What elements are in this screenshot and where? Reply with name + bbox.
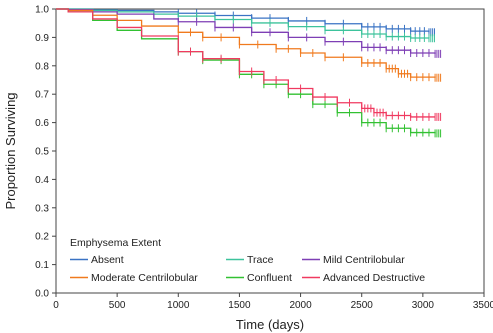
x-tick-label: 1000: [167, 300, 190, 311]
x-axis-title: Time (days): [236, 317, 304, 332]
legend-label: Moderate Centrilobular: [91, 272, 198, 284]
plot-border: [55, 8, 485, 294]
legend-item: Mild Centrilobular: [302, 254, 405, 266]
series-moderate-centrilobular: [56, 8, 442, 82]
series-trace: [56, 8, 435, 43]
x-axis: 0 500 1000 1500 2000 2500 3000 3500: [53, 293, 493, 311]
series-line: [56, 8, 430, 39]
y-tick-label: 1.0: [35, 5, 49, 16]
legend-label: Absent: [91, 254, 124, 266]
series-line: [56, 8, 436, 78]
y-tick-label: 0.0: [35, 289, 49, 300]
x-tick-label: 0: [53, 300, 59, 311]
y-tick-label: 0.2: [35, 232, 49, 243]
series-layer: [56, 8, 442, 138]
x-tick-label: 2500: [351, 300, 374, 311]
y-tick-label: 0.7: [35, 90, 49, 101]
y-tick-label: 0.5: [35, 147, 49, 158]
y-tick-label: 0.6: [35, 118, 49, 129]
y-tick-label: 0.8: [35, 61, 49, 72]
legend-label: Trace: [247, 254, 274, 266]
series-absent: [56, 8, 435, 37]
legend-label: Confluent: [247, 272, 292, 284]
legend-item: Trace: [226, 254, 274, 266]
y-tick-label: 0.3: [35, 203, 49, 214]
legend-item: Moderate Centrilobular: [70, 272, 198, 284]
y-tick-label: 0.9: [35, 33, 49, 44]
legend-label: Mild Centrilobular: [323, 254, 405, 266]
series-advanced-destructive: [56, 8, 442, 121]
y-axis-title: Proportion Surviving: [3, 92, 18, 209]
legend-title: Emphysema Extent: [70, 237, 161, 249]
legend-item: Advanced Destructive: [302, 272, 425, 284]
legend-item: Absent: [70, 254, 124, 266]
legend: Emphysema Extent Absent Trace Mild Centrilo…: [70, 237, 425, 284]
legend-item: Confluent: [226, 272, 292, 284]
x-tick-label: 1500: [228, 300, 251, 311]
y-tick-label: 0.4: [35, 175, 49, 186]
y-axis: 0.0 0.1 0.2 0.3 0.4 0.5 0.6 0.7 0.8 0.9 1.0: [35, 5, 56, 300]
legend-label: Advanced Destructive: [323, 272, 425, 284]
x-tick-label: 2000: [289, 300, 312, 311]
x-tick-label: 3000: [412, 300, 435, 311]
plot-frame: [55, 8, 485, 294]
x-tick-label: 500: [109, 300, 126, 311]
x-tick-label: 3500: [473, 300, 493, 311]
y-tick-label: 0.1: [35, 260, 49, 271]
series-mild-centrilobular: [56, 8, 442, 58]
series-confluent: [56, 8, 442, 138]
